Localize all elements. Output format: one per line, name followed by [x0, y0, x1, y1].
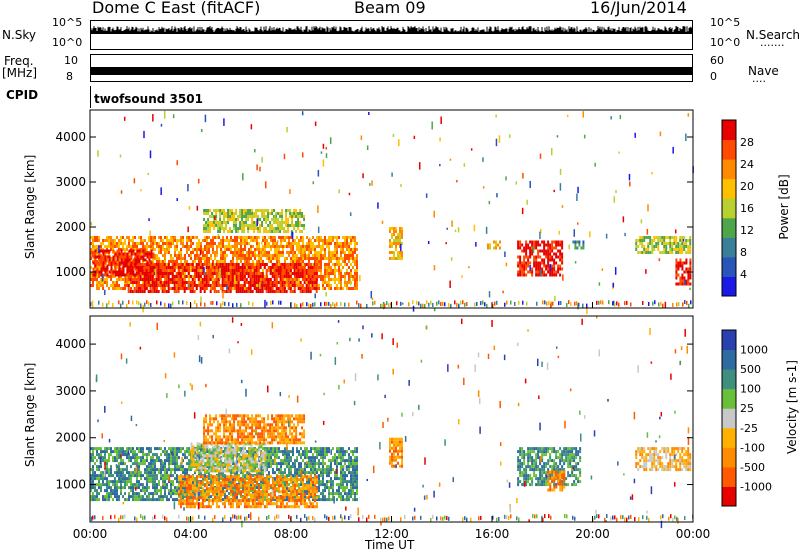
velocity-colorbar-label: Velocity [m s-1]	[785, 360, 799, 454]
power-colorbar-seg-7	[722, 139, 736, 160]
power-block-8	[635, 236, 692, 254]
velocity-block-7	[635, 447, 692, 472]
freq-trace	[90, 67, 693, 75]
power-block-5	[486, 240, 501, 250]
nave-label: Nave	[748, 64, 779, 78]
power-ylabel: Slant Range [km]	[23, 154, 37, 259]
velocity-colorbar-tick-2: 100	[740, 383, 761, 396]
velocity-colorbar-seg-0	[722, 486, 736, 507]
velocity-ytick-label-1: 2000	[55, 431, 86, 445]
velocity-colorbar-seg-7	[722, 349, 736, 370]
power-colorbar-label: Power [dB]	[777, 174, 791, 240]
power-colorbar-seg-1	[722, 256, 736, 277]
xtick-label-6: 00:00	[676, 527, 711, 541]
velocity-ytick-label-0: 1000	[55, 478, 86, 492]
power-block-2	[127, 263, 318, 293]
power-colorbar-tick-6: 28	[740, 136, 754, 149]
velocity-colorbar-seg-2	[722, 447, 736, 468]
velocity-colorbar-tick-5: -100	[740, 441, 765, 454]
power-ytick-label-2: 3000	[55, 175, 86, 189]
velocity-colorbar-tick-7: -1000	[740, 480, 772, 493]
velocity-block-2	[177, 475, 318, 509]
freq-tick-top: 10	[64, 54, 78, 67]
velocity-ylabel: Slant Range [km]	[23, 362, 37, 467]
power-block-7	[572, 240, 585, 250]
velocity-colorbar-seg-5	[722, 388, 736, 409]
power-colorbar-frame	[721, 119, 737, 297]
velocity-block-6	[547, 470, 566, 492]
velocity-colorbar-seg-3	[722, 427, 736, 448]
cpid-text: twofsound 3501	[94, 92, 203, 106]
xtick-label-0: 00:00	[73, 527, 108, 541]
power-colorbar-seg-8	[722, 120, 736, 141]
xtick-label-1: 04:00	[173, 527, 208, 541]
power-colorbar-seg-2	[722, 237, 736, 258]
velocity-colorbar-seg-4	[722, 408, 736, 429]
freq-label-2: [MHz]	[2, 66, 38, 80]
power-colorbar-seg-6	[722, 159, 736, 180]
velocity-colorbar-tick-6: -500	[740, 461, 765, 474]
nsky-trace	[90, 26, 693, 34]
velocity-colorbar-seg-1	[722, 466, 736, 487]
xaxis-label: Time UT	[365, 538, 415, 552]
power-block-3	[203, 209, 306, 233]
nsky-tick-top: 10^5	[52, 16, 83, 29]
freq-label-1: Freq.	[4, 54, 34, 68]
power-colorbar-seg-0	[722, 276, 736, 297]
nave-tick-top: 60	[710, 54, 724, 67]
xtick-label-5: 20:00	[575, 527, 610, 541]
nsearch-label: N.Search	[746, 28, 800, 42]
date-title: 16/Jun/2014	[590, 0, 687, 17]
nave-tick-bottom: 0	[710, 70, 717, 83]
power-colorbar-tick-3: 16	[740, 202, 754, 215]
power-colorbar-seg-3	[722, 217, 736, 238]
freq-tick-bottom: 8	[66, 70, 73, 83]
power-colorbar-seg-5	[722, 178, 736, 199]
velocity-colorbar-frame	[721, 329, 737, 507]
velocity-colorbar-seg-6	[722, 369, 736, 390]
nsearch-dots: .......	[760, 36, 785, 49]
cpid-label: CPID	[6, 88, 39, 102]
velocity-ytick-label-2: 3000	[55, 384, 86, 398]
beam-title: Beam 09	[354, 0, 426, 17]
power-ytick-label-3: 4000	[55, 130, 86, 144]
power-block-6	[517, 240, 564, 277]
velocity-ytick-label-3: 4000	[55, 337, 86, 351]
power-colorbar-seg-4	[722, 198, 736, 219]
power-colorbar-tick-4: 20	[740, 180, 754, 193]
nsky-rtick-bottom: 10^0	[710, 36, 741, 49]
power-noise	[90, 110, 694, 314]
power-colorbar-tick-0: 4	[740, 268, 747, 281]
power-colorbar-tick-2: 12	[740, 224, 754, 237]
velocity-colorbar-tick-1: 500	[740, 363, 761, 376]
velocity-noise	[90, 316, 694, 529]
cpid-panel	[90, 86, 693, 108]
velocity-block-3	[203, 414, 306, 445]
xtick-label-2: 08:00	[274, 527, 309, 541]
nsky-tick-bottom: 10^0	[52, 36, 83, 49]
nave-dots: ....	[752, 72, 766, 85]
power-block-4	[388, 227, 403, 260]
nsky-panel	[90, 20, 693, 50]
nsky-label: N.Sky	[2, 28, 37, 42]
xtick-label-4: 16:00	[475, 527, 510, 541]
nsky-rtick-top: 10^5	[710, 16, 741, 29]
station-title: Dome C East (fitACF)	[92, 0, 261, 17]
power-colorbar-tick-5: 24	[740, 158, 754, 171]
velocity-colorbar-tick-0: 1000	[740, 344, 768, 357]
power-ytick-label-0: 1000	[55, 265, 86, 279]
velocity-colorbar-tick-3: 25	[740, 402, 754, 415]
xtick-label-3: 12:00	[374, 527, 409, 541]
power-ytick-label-1: 2000	[55, 220, 86, 234]
velocity-colorbar-seg-8	[722, 330, 736, 351]
velocity-colorbar-tick-4: -25	[740, 422, 758, 435]
power-colorbar-tick-1: 8	[740, 246, 747, 259]
velocity-block-4	[388, 437, 403, 468]
